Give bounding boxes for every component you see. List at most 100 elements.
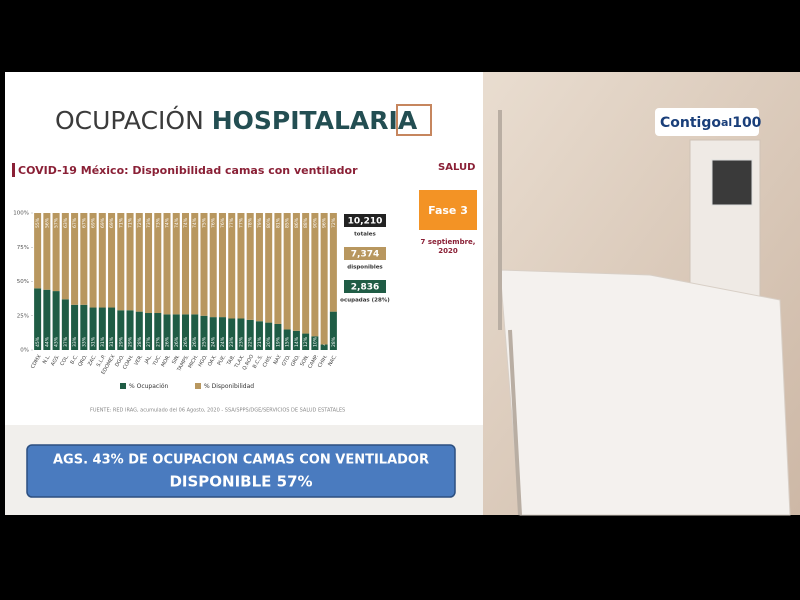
x-tick-label: SIN.: [171, 353, 181, 365]
value-label: 76%: [211, 217, 217, 228]
value-label: 75%: [201, 217, 207, 228]
value-label: 76%: [220, 217, 226, 228]
value-label: 27%: [155, 336, 161, 347]
value-label: 79%: [257, 217, 263, 228]
value-label: 33%: [81, 336, 87, 347]
bar-segment: [255, 321, 263, 350]
x-tick-label: YUC.: [151, 353, 163, 367]
x-tick-label: GTO.: [281, 353, 292, 367]
bar-segment: [255, 213, 263, 322]
value-label: 12%: [303, 336, 309, 347]
x-tick-label: HGO.: [197, 353, 209, 368]
bar-segment: [98, 213, 106, 308]
legend-swatch: [120, 383, 126, 389]
bar-segment: [80, 304, 88, 350]
value-label: 14%: [294, 336, 300, 347]
date: 7 septiembre,: [421, 238, 476, 246]
value-label: 69%: [100, 217, 106, 228]
bar-segment: [302, 213, 310, 334]
title-bold: HOSPITALARIA: [212, 106, 418, 135]
bar-segment: [126, 310, 134, 350]
banner: [26, 444, 456, 498]
bar-segment: [43, 213, 51, 290]
bar-segment: [265, 213, 273, 323]
value-label: 74%: [174, 217, 180, 228]
value-label: 74%: [165, 217, 171, 228]
brand-word: Contigo: [660, 115, 721, 131]
brand: Contigoal100: [660, 115, 762, 131]
value-label: 44%: [44, 336, 50, 347]
stat-label: totales: [354, 232, 376, 238]
x-tick-label: VER.: [133, 353, 144, 366]
legend-swatch: [195, 383, 201, 389]
value-label: 10%: [312, 336, 318, 347]
value-label: 63%: [63, 217, 69, 228]
value-label: 72%: [331, 217, 337, 228]
value-label: 23%: [229, 336, 235, 347]
bar-segment: [329, 213, 337, 312]
banner-text: AGS. 43% DE OCUPACION CAMAS CON VENTILAD…: [53, 453, 429, 468]
bar-segment: [181, 213, 190, 315]
chart-title: COVID-19 México: Disponibilidad camas co…: [18, 164, 358, 177]
value-label: 29%: [118, 336, 124, 347]
value-label: 27%: [146, 336, 152, 347]
x-tick-label: QRO.: [77, 353, 89, 367]
value-label: 43%: [54, 336, 60, 347]
brand-box: [655, 108, 759, 136]
bar-segment: [181, 314, 190, 350]
bar-segment: [154, 213, 162, 314]
value-label: 24%: [211, 336, 217, 347]
x-tick-label: NAY.: [273, 353, 284, 365]
accent: [12, 163, 15, 177]
logo: SALUD: [438, 162, 475, 173]
value-label: 29%: [128, 336, 134, 347]
bar-segment: [246, 213, 254, 320]
bar-segment: [274, 323, 282, 350]
value-label: 57%: [54, 217, 60, 228]
value-label: 74%: [192, 217, 198, 228]
bar-segment: [52, 291, 60, 350]
value-label: 55%: [35, 217, 41, 228]
x-tick-label: TAB.: [225, 353, 236, 367]
value-label: 31%: [100, 336, 106, 347]
value-label: 21%: [257, 336, 263, 347]
bar-segment: [311, 213, 319, 337]
bar-segment: [200, 213, 208, 316]
x-tick-label: NAC.: [327, 353, 338, 367]
bar-segment: [283, 213, 291, 330]
bar-segment: [154, 313, 162, 350]
stat-box: [344, 247, 386, 260]
value-label: 81%: [275, 217, 281, 228]
value-label: 26%: [183, 336, 189, 347]
title-light: OCUPACIÓN: [55, 105, 204, 135]
value-label: 15%: [285, 336, 291, 347]
y-tick-label: 75%: [17, 245, 29, 251]
value-label: 96%: [322, 217, 328, 228]
bar-segment: [292, 213, 300, 331]
value-label: 28%: [137, 336, 143, 347]
x-tick-label: N.L.: [42, 353, 52, 365]
value-label: 90%: [312, 217, 318, 228]
banner-text: DISPONIBLE 57%: [169, 473, 312, 491]
bar-segment: [228, 318, 236, 350]
bar-segment: [265, 322, 273, 350]
bar-segment: [311, 336, 319, 350]
bed-frame: [498, 110, 522, 516]
value-label: 69%: [91, 217, 97, 228]
value-label: 33%: [72, 336, 78, 347]
value-label: 19%: [275, 336, 281, 347]
bar-segment: [34, 213, 42, 289]
value-label: 31%: [109, 336, 115, 347]
value-label: 73%: [155, 217, 161, 228]
brand-word: 100: [732, 115, 761, 131]
value-label: 22%: [248, 336, 254, 347]
x-tick-label: JAL.: [143, 353, 153, 365]
bar-segment: [218, 317, 226, 350]
bar-segment: [61, 299, 69, 350]
value-label: 71%: [128, 217, 134, 228]
bar-segment: [302, 333, 310, 350]
x-tick-label: PUE.: [217, 353, 228, 366]
x-tick-label: S.L.P.: [96, 353, 108, 368]
y-tick-label: 25%: [17, 313, 29, 319]
